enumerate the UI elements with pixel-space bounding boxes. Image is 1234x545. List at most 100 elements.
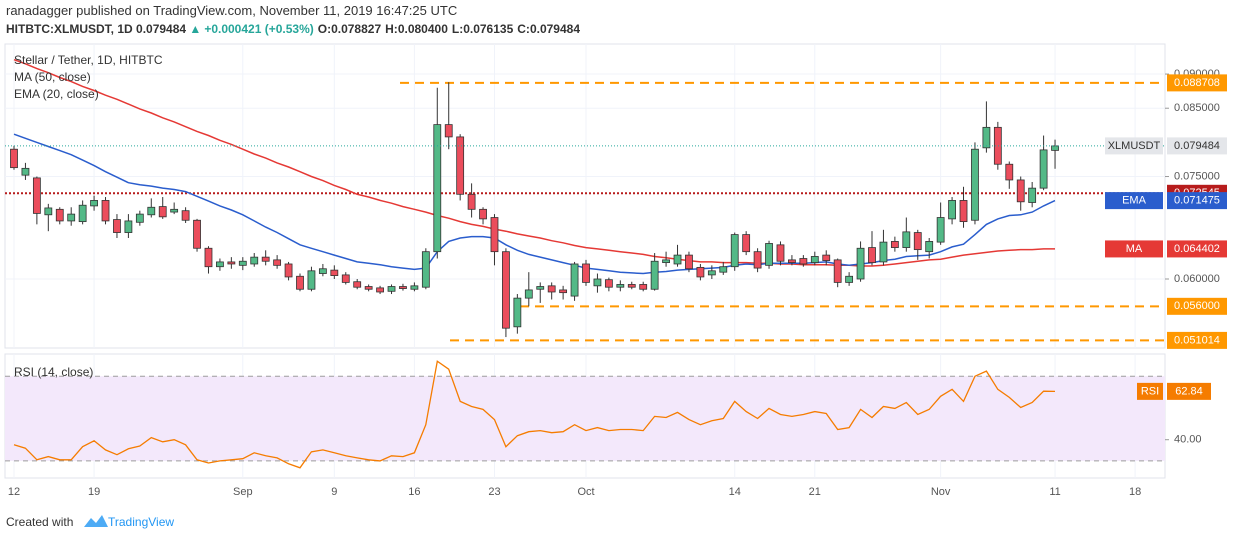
label-box xyxy=(1137,382,1163,400)
candle-body xyxy=(193,219,201,249)
footer-brand[interactable]: TradingView xyxy=(108,515,174,529)
candle-body xyxy=(673,254,682,265)
x-tick-label: 18 xyxy=(1129,486,1141,498)
candle-body xyxy=(1016,179,1025,203)
candle-body xyxy=(788,259,796,264)
symbol: HITBTC:XLMUSDT, 1D xyxy=(6,22,133,36)
candle-body xyxy=(78,204,87,223)
candle-body xyxy=(204,247,213,268)
x-tick-label: 9 xyxy=(331,486,337,498)
ohlc-label: O: xyxy=(318,22,331,36)
candle-body xyxy=(399,286,407,289)
candle-body xyxy=(513,297,522,328)
rsi-band xyxy=(5,376,1165,461)
candle-body xyxy=(559,289,568,294)
label-name: EMA xyxy=(1122,195,1147,207)
price-pane xyxy=(4,43,1166,349)
candle-body xyxy=(55,208,64,222)
candle-body xyxy=(627,284,636,288)
candle-body xyxy=(433,124,442,253)
candle-body xyxy=(890,241,899,248)
last-price: 0.079484 xyxy=(136,22,186,36)
candle-body xyxy=(307,270,316,290)
candle-body xyxy=(570,263,579,297)
candle-body xyxy=(845,275,854,283)
candle-body xyxy=(490,217,499,253)
ohlc-value: 0.078827 xyxy=(331,22,381,36)
legend-entry: MA (50, close) xyxy=(14,70,91,84)
candle-body xyxy=(113,219,121,233)
brand-logo xyxy=(84,515,108,527)
candle-body xyxy=(479,208,487,220)
candle-body xyxy=(101,200,110,222)
candle-body xyxy=(353,281,362,288)
price-label: 62.84 xyxy=(1175,385,1203,397)
candle-body xyxy=(582,263,590,283)
candle-body xyxy=(616,284,625,288)
label-box xyxy=(1105,192,1163,210)
candle-body xyxy=(32,177,41,214)
candle-body xyxy=(982,126,991,149)
candle-body xyxy=(158,206,167,218)
x-tick-label: 11 xyxy=(1049,486,1060,498)
candle-body xyxy=(959,200,968,223)
candle-body xyxy=(833,259,842,283)
candle-body xyxy=(925,241,934,253)
candle-body xyxy=(261,256,270,262)
candle-body xyxy=(387,286,396,292)
candle-body xyxy=(593,278,602,287)
published: published on TradingView.com, November 1… xyxy=(76,3,457,18)
candle-body xyxy=(685,254,693,270)
candle-body xyxy=(421,251,430,288)
legend-entry: EMA (20, close) xyxy=(14,87,99,101)
candle-body xyxy=(753,251,762,269)
candle-body xyxy=(250,256,259,265)
quote-line: HITBTC:XLMUSDT, 1D 0.079484 ▲ +0.000421 (… xyxy=(6,22,580,36)
candle-body xyxy=(364,286,373,290)
x-tick-label: 12 xyxy=(8,486,20,498)
candle-body xyxy=(410,285,419,290)
label-box xyxy=(1167,192,1227,210)
candle-body xyxy=(524,289,533,299)
candle-body xyxy=(502,251,510,329)
candle-body xyxy=(296,275,304,290)
candle-body xyxy=(810,256,819,264)
candle-body xyxy=(948,200,956,220)
candle-body xyxy=(856,247,865,280)
candle-body xyxy=(547,285,556,293)
candle-body xyxy=(376,287,384,293)
candle-body xyxy=(776,244,785,262)
candle-body xyxy=(21,167,30,176)
candle-body xyxy=(273,259,282,266)
candle-body xyxy=(536,286,545,290)
candle-body xyxy=(341,274,350,283)
candle-body xyxy=(719,266,728,273)
x-tick-label: 21 xyxy=(809,486,821,498)
candle-body xyxy=(822,254,831,261)
y-tick-label: 40.00 xyxy=(1174,434,1202,446)
x-tick-label: 23 xyxy=(488,486,500,498)
ohlc-value: 0.079484 xyxy=(530,22,580,36)
price-label: 0.064402 xyxy=(1174,243,1220,255)
change: +0.000421 (+0.53%) xyxy=(204,22,313,36)
label-box xyxy=(1167,382,1211,400)
candle-body xyxy=(868,247,876,264)
price-label: 0.051014 xyxy=(1174,334,1220,346)
footer-prefix: Created with xyxy=(6,515,73,529)
price-label: 0.056000 xyxy=(1174,300,1220,312)
label-box xyxy=(1105,240,1163,258)
x-tick-label: 14 xyxy=(729,486,741,498)
candle-body xyxy=(467,193,476,210)
candle-body xyxy=(650,260,659,290)
rsi-title: RSI (14, close) xyxy=(14,365,93,379)
candle-body xyxy=(181,210,190,221)
candle-body xyxy=(799,258,808,265)
rsi-line xyxy=(13,360,1056,469)
candle-body xyxy=(44,207,53,216)
label-box xyxy=(1105,137,1163,155)
candle-body xyxy=(284,263,293,278)
candle-body xyxy=(170,208,179,213)
change-arrow: ▲ xyxy=(189,22,201,36)
candle-body xyxy=(913,232,922,251)
